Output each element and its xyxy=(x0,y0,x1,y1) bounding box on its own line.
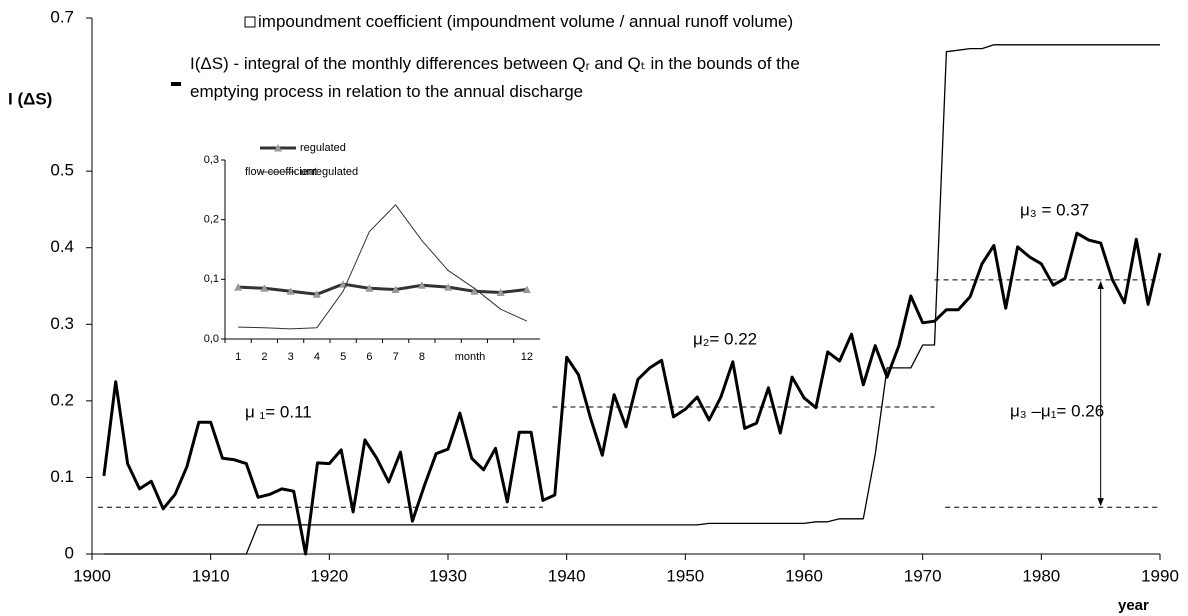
x-tick-label: 1950 xyxy=(666,566,704,585)
inset-point xyxy=(444,283,453,291)
data-line xyxy=(102,231,1162,556)
y-tick-label: 0 xyxy=(65,543,74,562)
inset-x-tick-label: 2 xyxy=(261,351,267,363)
y-tick-label: 0.5 xyxy=(50,161,74,180)
inset-x-tick-label: 8 xyxy=(419,351,425,363)
inset-y-tick-label: 0,1 xyxy=(204,273,219,285)
inset-x-tick-label: 5 xyxy=(340,351,346,363)
x-tick-label: 1900 xyxy=(73,566,111,585)
data-line xyxy=(103,44,1160,555)
legend-marker xyxy=(171,82,181,86)
legend-marker xyxy=(244,16,256,28)
inset-point xyxy=(417,281,426,289)
annotation: μ₃ = 0.37 xyxy=(1020,200,1089,219)
inset-legend-label: unregulated xyxy=(300,166,358,178)
inset-point xyxy=(365,284,374,292)
x-tick-label: 1970 xyxy=(904,566,942,585)
inset-x-tick-label: 6 xyxy=(366,351,372,363)
annotation: μ₃ –μ₁= 0.26 xyxy=(1010,401,1104,420)
y-tick-label: 0.2 xyxy=(50,390,74,409)
inset-point xyxy=(234,283,243,291)
inset-point xyxy=(286,287,295,295)
inset-x-tick-label: 7 xyxy=(393,351,399,363)
inset-line xyxy=(238,204,528,330)
inset-x-tick-label: 3 xyxy=(288,351,294,363)
inset-point xyxy=(260,284,269,292)
x-tick-label: 1990 xyxy=(1141,566,1179,585)
inset-legend-label: regulated xyxy=(300,142,346,154)
inset-x-tick-label: 1 xyxy=(235,351,241,363)
inset-point xyxy=(522,285,531,293)
inset-x-tick-label: 12 xyxy=(521,351,533,363)
inset-x-tick-label: 4 xyxy=(314,351,320,363)
inset-y-tick-label: 0,2 xyxy=(204,214,219,226)
y-tick-label: 0.3 xyxy=(50,314,74,333)
x-tick-label: 1930 xyxy=(429,566,467,585)
inset-legend-marker xyxy=(274,144,282,152)
legend-entry: I(ΔS) - integral of the monthly differen… xyxy=(190,54,800,101)
y-tick-label: 0.1 xyxy=(50,467,74,486)
x-tick-label: 1940 xyxy=(548,566,586,585)
x-tick-label: 1910 xyxy=(192,566,230,585)
inset-point xyxy=(312,290,321,298)
x-tick-label: 1980 xyxy=(1022,566,1060,585)
y-tick-label: 0.7 xyxy=(50,7,74,26)
x-tick-label: 1960 xyxy=(785,566,823,585)
legend-entry: impoundment coefficient (impoundment vol… xyxy=(258,12,794,31)
inset-point xyxy=(391,285,400,293)
inset-line xyxy=(238,282,528,296)
y-axis-label: I (ΔS) xyxy=(8,89,52,108)
x-axis-label: year xyxy=(1118,597,1149,614)
y-tick-label: 0.4 xyxy=(50,237,74,256)
x-tick-label: 1920 xyxy=(310,566,348,585)
inset-x-label: month xyxy=(455,351,486,363)
inset-y-tick-label: 0,0 xyxy=(204,333,219,345)
annotation: μ ₁= 0.11 xyxy=(245,402,312,421)
annotation: μ₂= 0.22 xyxy=(693,329,757,348)
inset-point xyxy=(470,287,479,295)
inset-y-tick-label: 0,3 xyxy=(204,154,219,166)
inset-point xyxy=(496,288,505,296)
